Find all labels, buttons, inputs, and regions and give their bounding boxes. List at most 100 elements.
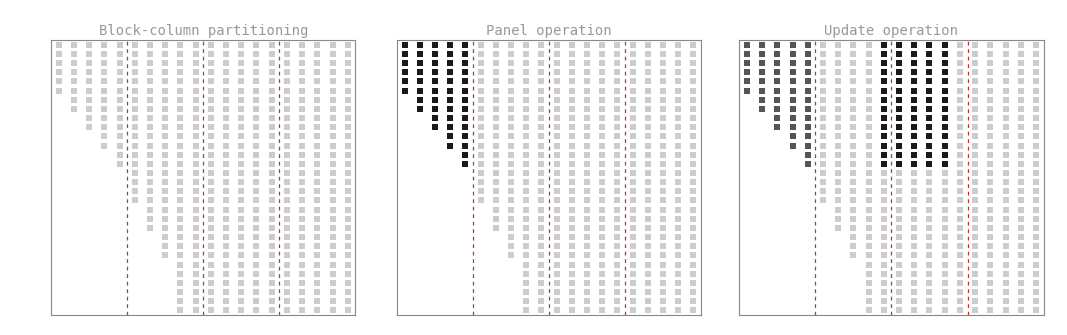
Point (891, 88, 908, 93)
Point (142, 216, 159, 221)
Point (982, 60, 999, 66)
Point (860, 198, 877, 203)
Point (278, 88, 296, 93)
Point (532, 79, 550, 84)
Point (609, 79, 626, 84)
Point (157, 253, 174, 258)
Point (875, 271, 892, 276)
Point (278, 289, 296, 295)
Point (936, 216, 953, 221)
Point (845, 170, 862, 176)
Point (967, 271, 984, 276)
Point (157, 97, 174, 103)
Point (172, 143, 189, 148)
Point (248, 189, 265, 194)
Point (532, 189, 550, 194)
Point (738, 60, 755, 66)
Point (799, 143, 816, 148)
Point (578, 51, 595, 57)
Point (532, 289, 550, 295)
Point (860, 253, 877, 258)
Point (753, 70, 770, 75)
Point (157, 106, 174, 112)
Point (967, 106, 984, 112)
Point (203, 70, 220, 75)
Point (967, 280, 984, 285)
Point (952, 79, 969, 84)
Point (639, 143, 656, 148)
Point (218, 280, 235, 285)
Point (906, 289, 923, 295)
Point (654, 152, 671, 157)
Point (563, 143, 580, 148)
Point (830, 134, 847, 139)
Point (814, 106, 831, 112)
Point (814, 152, 831, 157)
Point (126, 152, 143, 157)
Point (563, 216, 580, 221)
Point (830, 198, 847, 203)
Point (278, 42, 296, 48)
Point (860, 42, 877, 48)
Point (769, 97, 786, 103)
Point (952, 244, 969, 249)
Point (264, 180, 281, 185)
Point (814, 70, 831, 75)
Point (218, 271, 235, 276)
Point (81, 106, 98, 112)
Point (157, 189, 174, 194)
Point (203, 97, 220, 103)
Point (563, 170, 580, 176)
Point (233, 298, 250, 304)
Point (308, 152, 325, 157)
Point (293, 134, 310, 139)
Point (457, 134, 474, 139)
Point (172, 106, 189, 112)
Point (233, 244, 250, 249)
Point (308, 60, 325, 66)
Point (860, 115, 877, 121)
Point (906, 298, 923, 304)
Point (875, 170, 892, 176)
Point (111, 70, 128, 75)
Point (799, 161, 816, 166)
Point (111, 143, 128, 148)
Point (96, 70, 113, 75)
Point (799, 115, 816, 121)
Point (203, 271, 220, 276)
Point (548, 115, 566, 121)
Point (784, 106, 801, 112)
Point (172, 51, 189, 57)
Point (952, 70, 969, 75)
Point (799, 51, 816, 57)
Point (921, 189, 938, 194)
Point (308, 106, 325, 112)
Point (967, 70, 984, 75)
Point (997, 180, 1014, 185)
Point (563, 189, 580, 194)
Point (982, 253, 999, 258)
Point (293, 70, 310, 75)
Point (906, 115, 923, 121)
Point (1028, 244, 1045, 249)
Point (396, 70, 413, 75)
Point (639, 170, 656, 176)
Point (967, 234, 984, 240)
Point (609, 42, 626, 48)
Point (278, 271, 296, 276)
Point (517, 60, 535, 66)
Point (264, 253, 281, 258)
Point (157, 125, 174, 130)
Point (472, 170, 489, 176)
Point (50, 88, 67, 93)
Point (308, 134, 325, 139)
Point (875, 88, 892, 93)
Point (845, 115, 862, 121)
Point (293, 42, 310, 48)
Point (172, 216, 189, 221)
Point (187, 79, 204, 84)
Point (233, 308, 250, 313)
Point (609, 225, 626, 230)
Point (233, 271, 250, 276)
Point (233, 42, 250, 48)
